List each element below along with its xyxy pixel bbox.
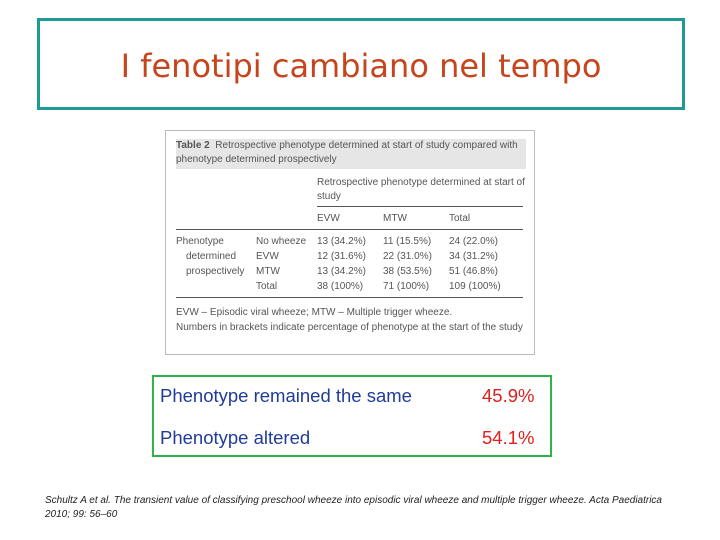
rule (176, 297, 523, 298)
rule (317, 206, 523, 207)
summary-value: 54.1% (482, 427, 535, 448)
slide-title: I fenotipi cambiano nel tempo (120, 47, 602, 85)
table-cell: 24 (22.0%) (449, 236, 498, 247)
caption-text: Retrospective phenotype determined at st… (176, 140, 518, 165)
row-label: MTW (256, 266, 280, 277)
column-header: Total (449, 213, 471, 224)
table-cell: 13 (34.2%) (317, 266, 366, 277)
rule (176, 229, 523, 230)
table-cell: 13 (34.2%) (317, 236, 366, 247)
table-cell: 109 (100%) (449, 281, 501, 292)
row-label: Total (256, 281, 278, 292)
table-caption: Table 2 Retrospective phenotype determin… (176, 139, 526, 169)
group-header: Retrospective phenotype determined at st… (317, 177, 525, 202)
table-cell: 51 (46.8%) (449, 266, 498, 277)
row-header: Phenotype (176, 236, 224, 247)
summary-label: Phenotype altered (160, 427, 311, 448)
summary-label: Phenotype remained the same (160, 385, 412, 406)
footnote: EVW – Episodic viral wheeze; MTW – Multi… (176, 307, 453, 318)
caption-label: Table 2 (176, 140, 210, 151)
footnote: Numbers in brackets indicate percentage … (176, 322, 523, 333)
summary-box: Phenotype remained the same 45.9% Phenotyp… (152, 375, 552, 457)
title-box: I fenotipi cambiano nel tempo (37, 18, 685, 110)
table-cell: 12 (31.6%) (317, 251, 366, 262)
row-label: EVW (256, 251, 279, 262)
table-cell: 71 (100%) (383, 281, 430, 292)
footnotes: EVW – Episodic viral wheeze; MTW – Multi… (176, 305, 526, 335)
column-header: EVW (317, 213, 340, 224)
table-cell: 38 (53.5%) (383, 266, 432, 277)
table-cell: 34 (31.2%) (449, 251, 498, 262)
summary-value: 45.9% (482, 385, 535, 406)
table-cell: 11 (15.5%) (383, 236, 432, 247)
table-cell: 22 (31.0%) (383, 251, 432, 262)
table-cell: 38 (100%) (317, 281, 364, 292)
row-header: determined (186, 251, 237, 262)
row-label: No wheeze (256, 236, 307, 247)
citation: Schultz A et al. The transient value of … (45, 495, 662, 520)
table-figure: Table 2 Retrospective phenotype determin… (165, 130, 535, 355)
row-header: prospectively (186, 266, 245, 277)
column-header: MTW (383, 213, 407, 224)
